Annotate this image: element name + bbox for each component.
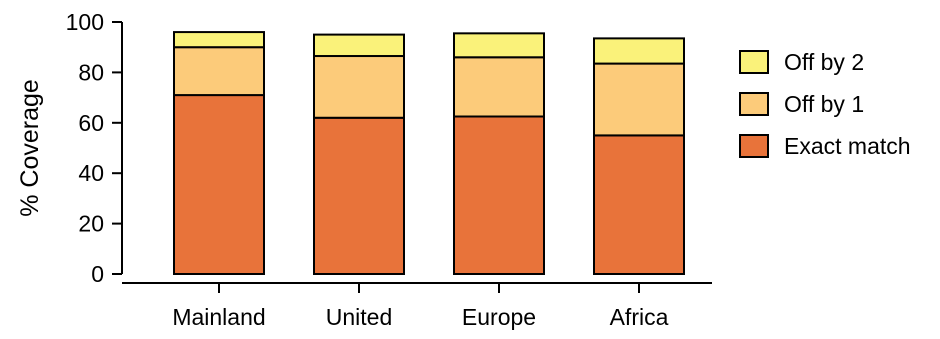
bars-layer: [173, 31, 685, 276]
bar-segment-exact-match-europe: [453, 115, 545, 275]
x-tick-label-africa: Africa: [610, 304, 669, 330]
legend-label-off-by-1: Off by 1: [784, 91, 864, 117]
bar-segment-off-by-2-europe: [453, 32, 545, 59]
y-tick-label-40: 40: [78, 160, 104, 186]
legend-label-exact-match: Exact match: [784, 133, 911, 159]
bar-segment-off-by-2-mainland: [173, 31, 265, 49]
y-tick-label-0: 0: [91, 261, 104, 287]
x-tick-label-europe: Europe: [462, 304, 536, 330]
y-axis-title: % Coverage: [16, 79, 44, 217]
bar-segment-exact-match-mainland: [173, 94, 265, 275]
y-tick-label-80: 80: [78, 59, 104, 85]
bar-segment-off-by-1-united: [313, 55, 405, 119]
bar-segment-exact-match-africa: [593, 134, 685, 275]
legend-swatch-exact-match: [739, 134, 769, 158]
legend-swatch-off-by-1: [739, 92, 769, 116]
y-tick-label-60: 60: [78, 110, 104, 136]
bar-segment-off-by-1-mainland: [173, 46, 265, 97]
axes-layer: 0 20 40 60 80 100 Mainland United Europe Africa: [66, 9, 712, 330]
y-tick-label-20: 20: [78, 211, 104, 237]
bar-segment-off-by-1-africa: [593, 62, 685, 137]
bar-segment-off-by-2-united: [313, 33, 405, 58]
x-tick-label-united: United: [326, 304, 392, 330]
bar-segment-off-by-1-europe: [453, 56, 545, 118]
legend: Off by 2 Off by 1 Exact match: [739, 49, 911, 159]
bar-segment-off-by-2-africa: [593, 37, 685, 65]
legend-label-off-by-2: Off by 2: [784, 49, 864, 75]
legend-swatch-off-by-2: [739, 50, 769, 74]
bar-segment-exact-match-united: [313, 116, 405, 276]
y-tick-label-100: 100: [66, 9, 104, 35]
x-tick-label-mainland: Mainland: [172, 304, 265, 330]
